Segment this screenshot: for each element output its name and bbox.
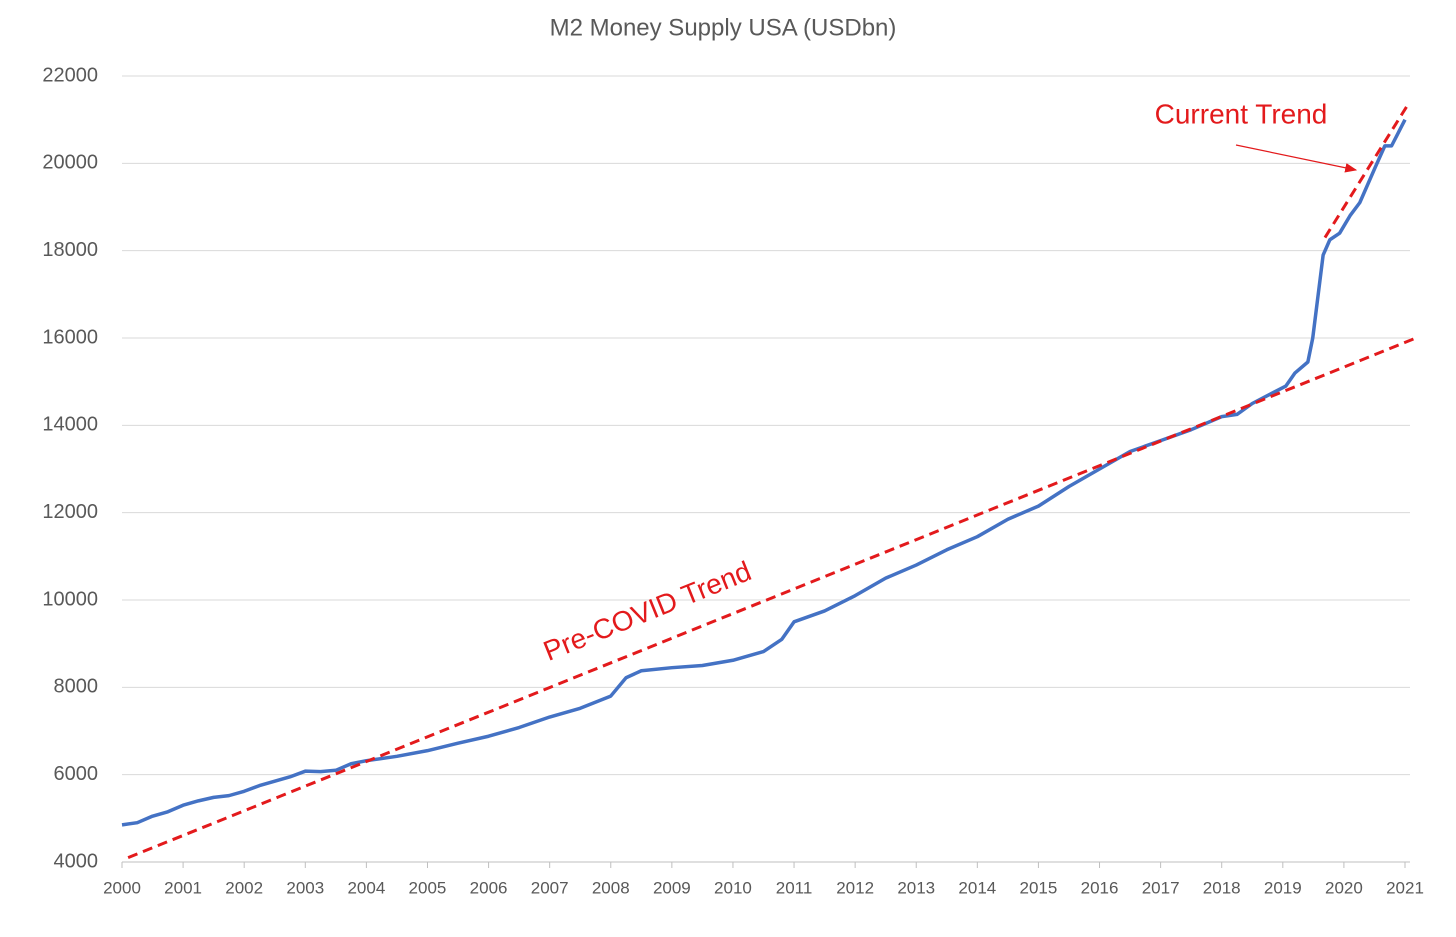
y-tick-label: 12000 (42, 501, 98, 523)
x-tick-label: 2012 (836, 878, 874, 897)
trend-line (127, 336, 1417, 860)
x-tick-label: 2007 (531, 878, 569, 897)
x-tick-label: 2019 (1264, 878, 1302, 897)
x-tick-label: 2020 (1325, 878, 1363, 897)
x-tick-label: 2011 (776, 878, 813, 897)
annotation: Current Trend (1155, 98, 1328, 129)
x-tick-label: 2013 (897, 878, 935, 897)
x-tick-label: 2004 (347, 878, 385, 897)
y-tick-label: 6000 (54, 763, 99, 785)
x-tick-label: 2008 (592, 878, 630, 897)
y-tick-label: 14000 (42, 414, 98, 436)
y-tick-label: 22000 (42, 64, 98, 86)
trend-line (1323, 103, 1410, 239)
chart-title: M2 Money Supply USA (USDbn) (550, 14, 897, 41)
x-tick-label: 2010 (714, 878, 752, 897)
x-tick-label: 2015 (1020, 878, 1058, 897)
x-tick-label: 2002 (225, 878, 263, 897)
y-tick-label: 10000 (42, 588, 98, 610)
y-tick-label: 4000 (54, 850, 99, 872)
x-tick-label: 2014 (958, 878, 996, 897)
y-tick-label: 18000 (42, 239, 98, 261)
x-tick-label: 2017 (1142, 878, 1180, 897)
y-tick-label: 16000 (42, 326, 98, 348)
x-tick-label: 2001 (164, 878, 202, 897)
x-tick-label: 2006 (470, 878, 508, 897)
annotation: Pre-COVID Trend (539, 555, 755, 667)
y-tick-label: 20000 (42, 152, 98, 174)
x-tick-label: 2009 (653, 878, 691, 897)
x-tick-label: 2018 (1203, 878, 1241, 897)
data-line (121, 118, 1407, 827)
x-tick-label: 2005 (409, 878, 447, 897)
x-tick-label: 2003 (286, 878, 324, 897)
x-tick-label: 2016 (1081, 878, 1119, 897)
y-tick-label: 8000 (54, 676, 99, 698)
annotation-arrow (1235, 144, 1358, 173)
x-tick-label: 2021 (1386, 878, 1424, 897)
x-tick-label: 2000 (103, 878, 141, 897)
